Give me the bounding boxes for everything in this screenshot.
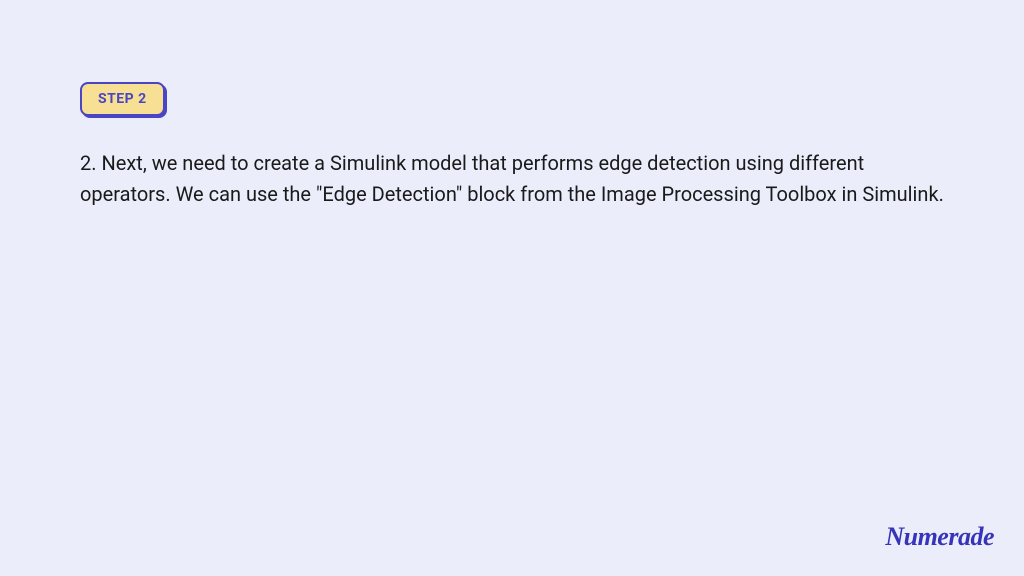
step-badge: STEP 2 xyxy=(80,82,165,116)
step-text: 2. Next, we need to create a Simulink mo… xyxy=(80,148,944,210)
numerade-logo: Numerade xyxy=(885,522,994,552)
content-area: STEP 2 2. Next, we need to create a Simu… xyxy=(0,0,1024,210)
